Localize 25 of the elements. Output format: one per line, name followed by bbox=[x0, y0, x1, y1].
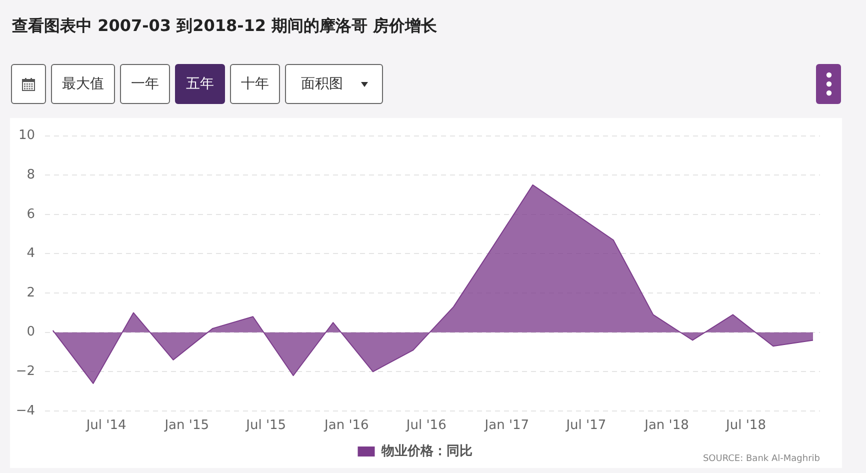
y-tick-label: −4 bbox=[16, 403, 35, 418]
y-tick-label: 4 bbox=[26, 246, 35, 262]
x-tick-label: Jul '18 bbox=[725, 418, 766, 434]
chart-title: 查看图表中 2007-03 到2018-12 期间的摩洛哥 房价增长 bbox=[12, 16, 438, 37]
range-button: 五年 bbox=[175, 64, 225, 104]
chart-type-dropdown: 面积图 bbox=[285, 64, 383, 104]
y-tick-label: 6 bbox=[26, 206, 35, 222]
x-tick-label: Jan '15 bbox=[164, 418, 210, 434]
y-tick-label: 2 bbox=[26, 285, 35, 300]
x-tick-label: Jul '14 bbox=[85, 418, 126, 434]
range-button: 一年 bbox=[120, 64, 170, 104]
y-tick-label: 10 bbox=[18, 128, 35, 144]
x-tick-label: Jul '16 bbox=[405, 418, 446, 434]
range-button: 十年 bbox=[230, 64, 280, 104]
x-tick-label: Jan '16 bbox=[324, 418, 369, 434]
y-tick-label: −2 bbox=[16, 364, 35, 380]
y-tick-label: 0 bbox=[26, 324, 35, 340]
source-note: SOURCE: Bank Al-Maghrib bbox=[702, 454, 820, 464]
x-tick-label: Jul '17 bbox=[565, 418, 606, 434]
x-tick-label: Jul '15 bbox=[245, 418, 286, 434]
legend-label: 物业价格：同比 bbox=[380, 444, 472, 459]
range-button: 最大值 bbox=[51, 64, 115, 104]
x-tick-label: Jan '17 bbox=[484, 418, 530, 434]
x-tick-label: Jan '18 bbox=[644, 418, 689, 434]
y-tick-label: 8 bbox=[26, 167, 35, 182]
